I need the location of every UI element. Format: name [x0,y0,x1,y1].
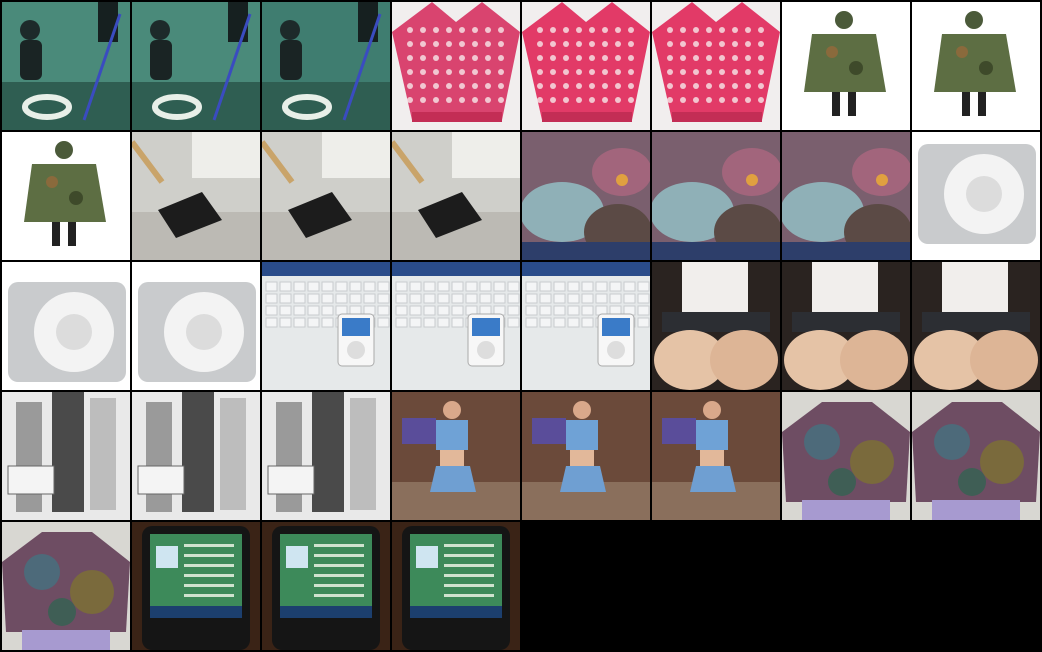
thumbnail-camo-poncho [2,132,130,260]
seated-person-image [652,262,780,390]
girl-blue-image [522,392,650,520]
thumbnail-ipod-keyboard [522,262,650,390]
bw-group-image [132,392,260,520]
thumbnail-coral-reef [652,132,780,260]
ipod-shuffle-image [2,262,130,390]
girl-blue-image [392,392,520,520]
pink-knit-image [652,2,780,130]
camo-poncho-image [912,2,1040,130]
ipod-keyboard-image [392,262,520,390]
thumbnail-media-player [262,522,390,650]
office-clip-image [132,132,260,260]
thumbnail-bw-group [132,392,260,520]
ipod-shuffle-image [912,132,1040,260]
seated-person-image [782,262,910,390]
thumbnail-office-clip [262,132,390,260]
thumbnail-seated-person [912,262,1040,390]
diver-image [262,2,390,130]
ipod-keyboard-image [522,262,650,390]
scarf-image [912,392,1040,520]
diver-image [2,2,130,130]
thumbnail-ipod-keyboard [392,262,520,390]
coral-reef-image [652,132,780,260]
thumbnail-ipod-shuffle [132,262,260,390]
ipod-keyboard-image [262,262,390,390]
thumbnail-ipod-shuffle [2,262,130,390]
thumbnail-media-player [392,522,520,650]
thumbnail-coral-reef [782,132,910,260]
thumbnail-camo-poncho [782,2,910,130]
office-clip-image [262,132,390,260]
thumbnail-scarf [2,522,130,650]
scarf-image [782,392,910,520]
thumbnail-diver [2,2,130,130]
thumbnail-scarf [782,392,910,520]
media-player-image [262,522,390,650]
media-player-image [392,522,520,650]
thumbnail-pink-knit [522,2,650,130]
thumbnail-office-clip [392,132,520,260]
coral-reef-image [782,132,910,260]
scarf-image [2,522,130,650]
bw-group-image [262,392,390,520]
thumbnail-seated-person [782,262,910,390]
camo-poncho-image [782,2,910,130]
thumbnail-pink-knit [652,2,780,130]
thumbnail-girl-blue [392,392,520,520]
thumbnail-scarf [912,392,1040,520]
thumbnail-camo-poncho [912,2,1040,130]
diver-image [132,2,260,130]
thumbnail-seated-person [652,262,780,390]
office-clip-image [392,132,520,260]
ipod-shuffle-image [132,262,260,390]
thumbnail-ipod-shuffle [912,132,1040,260]
camo-poncho-image [2,132,130,260]
thumbnail-ipod-keyboard [262,262,390,390]
girl-blue-image [652,392,780,520]
thumbnail-pink-knit [392,2,520,130]
thumbnail-coral-reef [522,132,650,260]
thumbnail-office-clip [132,132,260,260]
thumbnail-bw-group [262,392,390,520]
thumbnail-diver [262,2,390,130]
pink-knit-image [392,2,520,130]
bw-group-image [2,392,130,520]
pink-knit-image [522,2,650,130]
thumbnail-bw-group [2,392,130,520]
coral-reef-image [522,132,650,260]
media-player-image [132,522,260,650]
thumbnail-girl-blue [522,392,650,520]
thumbnail-girl-blue [652,392,780,520]
seated-person-image [912,262,1040,390]
thumbnail-diver [132,2,260,130]
thumbnail-media-player [132,522,260,650]
